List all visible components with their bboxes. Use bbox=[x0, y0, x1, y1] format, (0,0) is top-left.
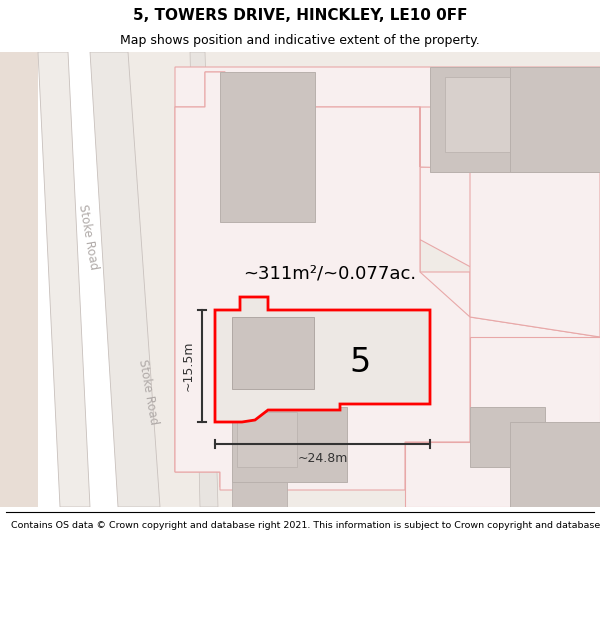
Text: Contains OS data © Crown copyright and database right 2021. This information is : Contains OS data © Crown copyright and d… bbox=[11, 521, 600, 530]
Polygon shape bbox=[470, 172, 600, 337]
Polygon shape bbox=[175, 107, 600, 487]
Polygon shape bbox=[175, 72, 600, 490]
Polygon shape bbox=[405, 442, 600, 507]
Text: ~15.5m: ~15.5m bbox=[182, 341, 194, 391]
Bar bbox=[510, 422, 600, 507]
Polygon shape bbox=[215, 297, 430, 422]
Bar bbox=[510, 67, 600, 172]
Polygon shape bbox=[175, 67, 600, 172]
Bar bbox=[470, 407, 545, 467]
Bar bbox=[232, 317, 314, 389]
Text: Map shows position and indicative extent of the property.: Map shows position and indicative extent… bbox=[120, 34, 480, 47]
Text: Stoke Road: Stoke Road bbox=[76, 203, 100, 271]
Bar bbox=[220, 72, 315, 222]
Polygon shape bbox=[0, 52, 38, 507]
Polygon shape bbox=[128, 52, 600, 507]
Polygon shape bbox=[90, 52, 160, 507]
Bar bbox=[237, 412, 297, 467]
Bar bbox=[232, 482, 287, 507]
Bar bbox=[232, 407, 347, 482]
Polygon shape bbox=[38, 52, 90, 507]
Text: 5, TOWERS DRIVE, HINCKLEY, LE10 0FF: 5, TOWERS DRIVE, HINCKLEY, LE10 0FF bbox=[133, 8, 467, 23]
Text: ~24.8m: ~24.8m bbox=[298, 451, 347, 464]
Text: Stoke Road: Stoke Road bbox=[136, 358, 160, 426]
Polygon shape bbox=[470, 337, 600, 442]
Bar bbox=[430, 67, 590, 172]
Polygon shape bbox=[190, 52, 218, 507]
Text: 5: 5 bbox=[349, 346, 371, 379]
Text: ~311m²/~0.077ac.: ~311m²/~0.077ac. bbox=[244, 265, 416, 283]
Bar bbox=[445, 77, 545, 152]
